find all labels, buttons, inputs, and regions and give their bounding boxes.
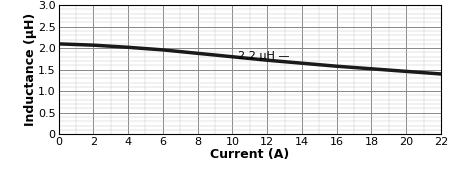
Text: 2.2 μH —: 2.2 μH — [238,51,289,61]
Y-axis label: Inductance (μH): Inductance (μH) [23,13,36,126]
X-axis label: Current (A): Current (A) [210,148,289,161]
